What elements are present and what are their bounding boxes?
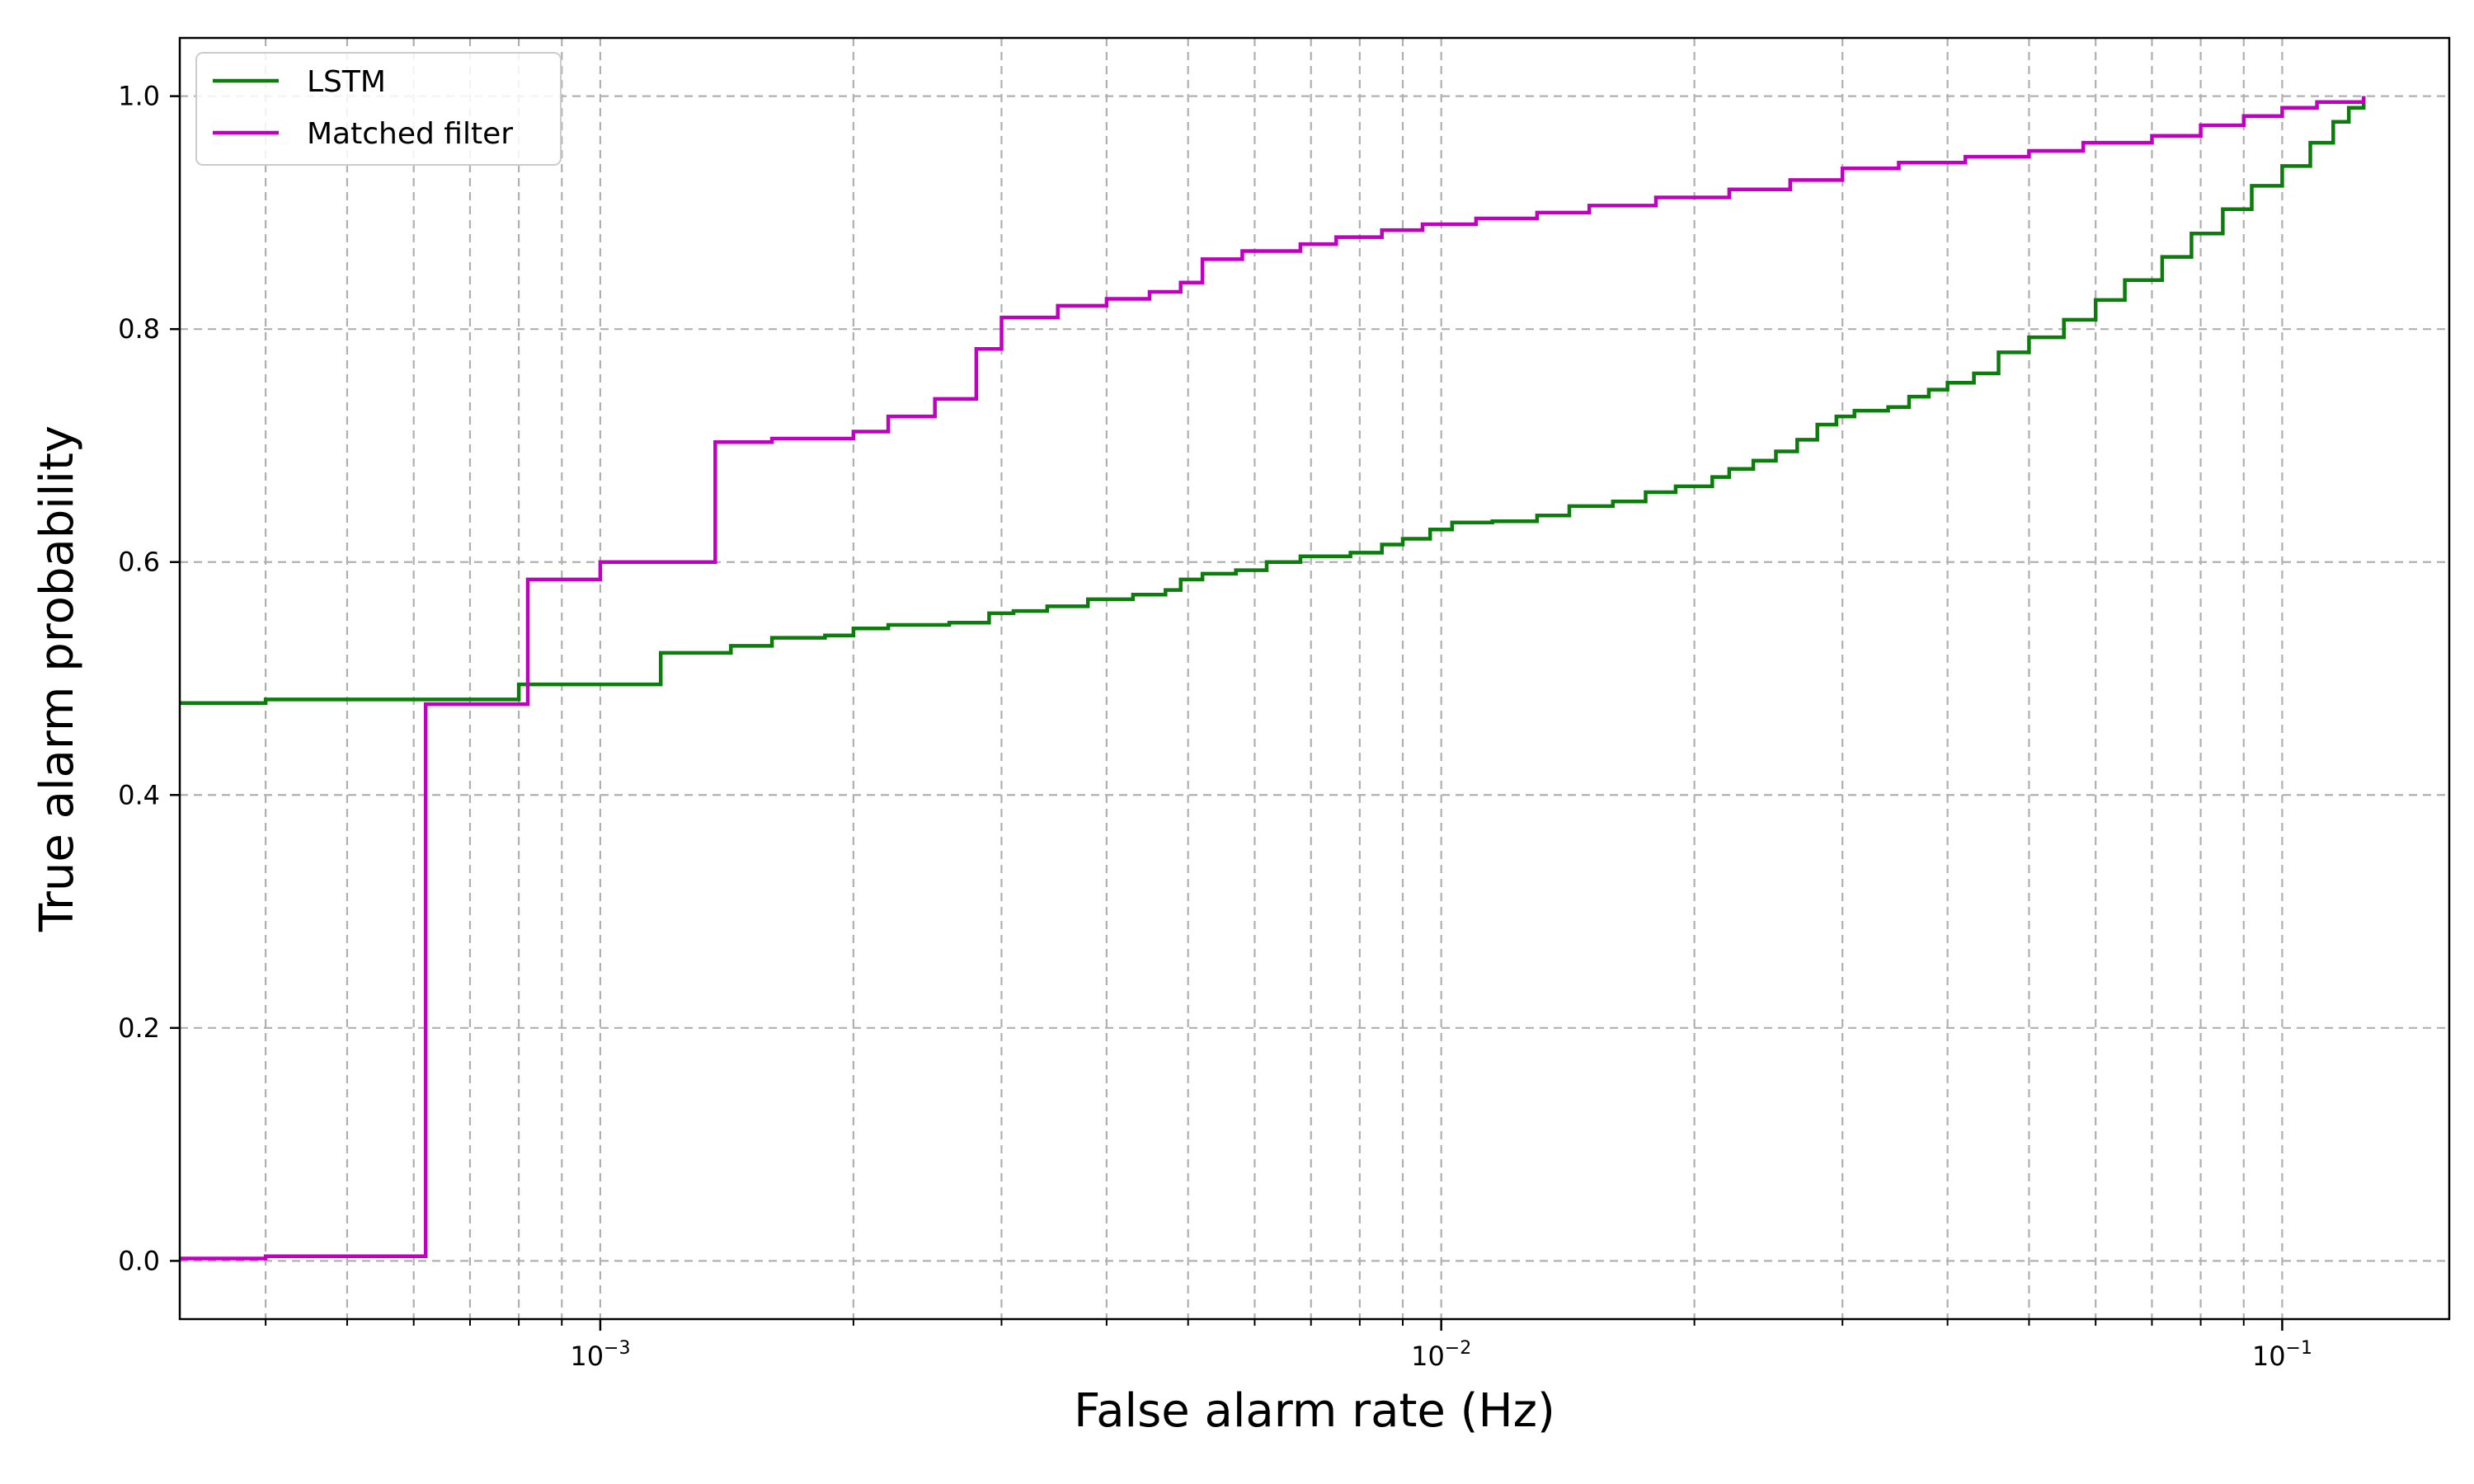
x-tick-label: 10−2 [1411,1338,1471,1372]
legend-label-lstm: LSTM [307,65,386,99]
y-tick-label: 0.0 [118,1245,160,1276]
y-tick-label: 0.2 [118,1012,160,1044]
x-tick-label: 10−3 [570,1338,630,1372]
legend: LSTM Matched filter [195,52,562,166]
series-line-lstm [180,96,2366,705]
x-axis-title: False alarm rate (Hz) [1074,1384,1555,1438]
series-lines [180,96,2366,1261]
grid [180,38,2449,1319]
x-tick-label: 10−1 [2252,1338,2312,1372]
axis-ticks: 0.0 0.2 0.4 0.6 0.8 1.0 10−3 10−2 10−1 [118,81,2312,1372]
series-line-matched-filter [180,96,2366,1261]
y-tick-label: 1.0 [118,81,160,112]
legend-box [195,52,562,166]
legend-label-matched-filter: Matched filter [307,117,513,151]
plot-frame [178,36,2451,1321]
y-tick-label: 0.8 [118,313,160,345]
y-axis-title: True alarm probability [31,425,84,932]
y-tick-label: 0.4 [118,779,160,810]
y-tick-label: 0.6 [118,547,160,578]
